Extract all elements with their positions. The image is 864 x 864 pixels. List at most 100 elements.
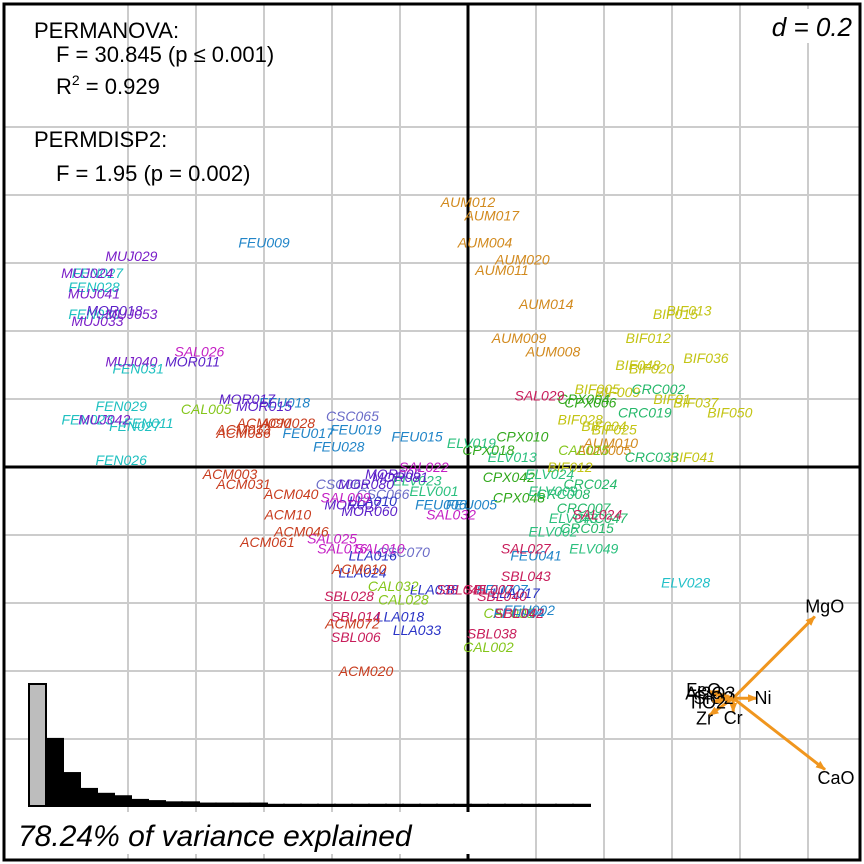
eigenvalue-bar: [351, 803, 370, 808]
sample-label-cal: CAL032: [368, 578, 419, 594]
eigenvalue-bar: [215, 802, 234, 807]
sample-label-mor: MOR005: [365, 466, 421, 482]
eigenvalue-bar: [453, 803, 472, 808]
sample-label-crc: CRC024: [564, 476, 618, 492]
eigenvalue-bar: [402, 803, 421, 808]
eigenvalue-bar: [368, 803, 387, 808]
permdisp-f: F = 1.95 (p = 0.002): [56, 161, 250, 186]
sample-label-sal: SAL010: [355, 541, 405, 557]
sample-label-sal: SAL032: [426, 507, 476, 523]
sample-label-muj: MUJ042: [78, 411, 130, 427]
sample-label-fen: FEN026: [96, 452, 148, 468]
sample-label-feu: FEU007: [476, 581, 529, 597]
sample-label-salr: SBL006: [331, 629, 381, 645]
sample-label-lla: LLA017: [491, 585, 540, 601]
sample-label-cal: CAL005: [181, 401, 232, 417]
sample-label-feu: FEU041: [510, 547, 561, 563]
sample-label-bif: BIF013: [666, 303, 711, 319]
sample-label-feu: FEU015: [391, 428, 443, 444]
sample-label-bif: BIF028: [558, 411, 603, 427]
eigenvalue-bar: [79, 787, 98, 807]
eigenvalue-bar: [181, 801, 200, 808]
r2-prefix: R: [56, 74, 72, 99]
sample-label-feu: FEU006: [415, 496, 467, 512]
sample-label-elv: ELV002: [528, 524, 577, 540]
sample-label-bif: BIF041: [670, 449, 715, 465]
sample-label-aum: AUM008: [525, 343, 581, 359]
sample-label-sal: SAL009: [321, 490, 371, 506]
sample-label-muj: MUJ029: [105, 248, 157, 264]
sample-label-acm: ACM010: [331, 561, 387, 577]
sample-label-elv: ELV019: [447, 435, 496, 451]
sample-label-salr: SBL045: [436, 581, 486, 597]
eigenvalue-bar: [572, 803, 591, 808]
sample-label-feu: FEU002: [504, 602, 556, 618]
sample-label-lla: LLA016: [349, 547, 397, 563]
sample-label-crc: CRC002: [632, 381, 686, 397]
eigenvalue-bar: [198, 802, 217, 807]
sample-label-bif: BIF005: [575, 381, 620, 397]
eigenvalue-bar: [232, 802, 251, 807]
sample-label-fen: FEN030: [68, 306, 120, 322]
sample-label-salr: SBL007: [463, 581, 514, 597]
sample-label-crc: CRC019: [618, 405, 672, 421]
eigenvalue-bar: [266, 803, 285, 808]
sample-label-fen: FEN027: [72, 265, 125, 281]
sample-label-cal: CAL025: [558, 442, 609, 458]
eigenvalue-bar: [249, 802, 268, 807]
sample-label-mor: MOR081: [372, 469, 428, 485]
sample-label-mor: MOR080: [338, 476, 394, 492]
sample-label-fen: FEN023: [62, 411, 114, 427]
sample-label-bif: BIF004: [581, 418, 626, 434]
eigenvalue-bar: [164, 801, 183, 808]
sample-label-acm: ACM028: [260, 415, 316, 431]
eigenvalue-bar: [555, 803, 574, 808]
sample-label-crc: CRC033: [625, 449, 679, 465]
eigenvalue-bar: [45, 737, 64, 808]
sample-label-lla: LLA024: [338, 564, 386, 580]
sample-label-bif: BIF012: [626, 330, 671, 346]
sample-label-muj: MUJ040: [105, 354, 157, 370]
sample-label-csc: CSC070: [377, 544, 430, 560]
sample-label-cpx: CPX006: [564, 394, 616, 410]
eigenvalue-bar: [385, 803, 404, 808]
sample-label-salr: SBL042: [494, 605, 544, 621]
sample-label-crc: CRC015: [560, 520, 614, 536]
sample-label-mor: MOR017: [219, 391, 276, 407]
vector-arrow: [732, 697, 826, 771]
sample-label-lla: LLA018: [376, 609, 424, 625]
eigenvalue-bar: [504, 803, 523, 808]
sample-label-fen: FEN031: [113, 360, 164, 376]
sample-label-acm: ACM003: [202, 466, 258, 482]
sample-label-cal: CAL008: [484, 605, 535, 621]
sample-label-elv: ELV001: [409, 483, 458, 499]
sample-label-aum: AUM014: [518, 296, 574, 312]
sample-label-fen: FEN029: [96, 398, 148, 414]
sample-label-mor: MOR018: [86, 303, 142, 319]
eigenvalue-bar: [334, 803, 353, 808]
sample-label-acm: ACM072: [324, 615, 380, 631]
sample-label-aum: AUM009: [491, 330, 547, 346]
sample-label-cpx: CPX048: [493, 490, 545, 506]
eigenvalue-inset: [28, 683, 591, 808]
sample-label-bif: BIF048: [615, 357, 660, 373]
sample-label-sal: SAL026: [174, 343, 224, 359]
sample-label-cal: CAL002: [463, 639, 514, 655]
sample-label-aum: AUM005: [576, 442, 632, 458]
sample-label-sal: SAL025: [307, 530, 357, 546]
vector-label: CaO: [818, 768, 855, 788]
sample-label-muj: MUJ024: [61, 265, 113, 281]
eigenvalue-bar: [538, 803, 557, 808]
sample-label-bif: BIF037: [673, 394, 719, 410]
sample-label-aum: AUM020: [494, 252, 550, 268]
eigenvalue-bar: [436, 803, 455, 808]
sample-label-feu: FEU028: [313, 439, 365, 455]
permdisp-title: PERMDISP2:: [34, 127, 167, 152]
sample-label-elv: ELV009: [528, 483, 577, 499]
sample-label-acm: ACM046: [273, 524, 329, 540]
sample-label-salr: SBL028: [324, 588, 374, 604]
eigenvalue-bar: [300, 803, 319, 808]
grid-lines: [4, 4, 860, 860]
